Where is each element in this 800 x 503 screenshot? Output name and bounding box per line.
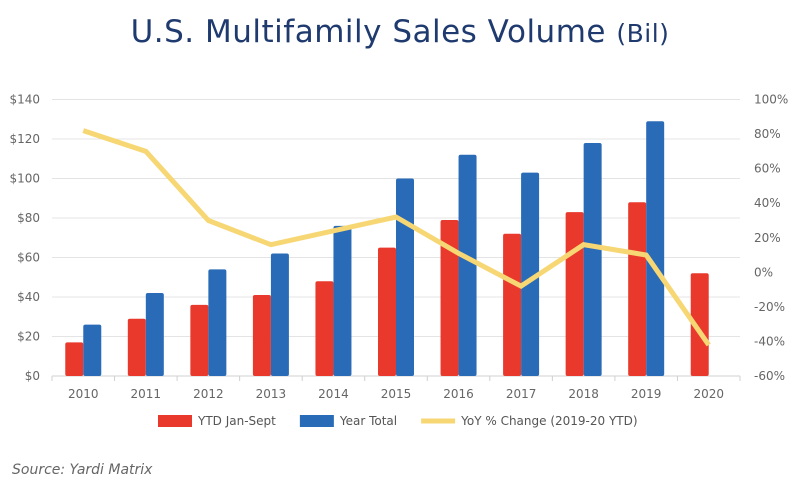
bar-year-total-2019 <box>646 121 665 376</box>
bar-ytd-2016 <box>440 219 459 376</box>
left-tick-label: $60 <box>17 251 40 265</box>
right-tick-label: 0% <box>754 265 773 279</box>
right-tick-label: 60% <box>754 162 781 176</box>
bar-year-total-2014 <box>333 225 352 376</box>
x-tick-label: 2016 <box>443 387 474 401</box>
left-tick-label: $0 <box>25 369 40 383</box>
right-tick-label: -60% <box>754 369 785 383</box>
bar-ytd-2015 <box>378 247 396 376</box>
bar-ytd-2018 <box>565 212 584 376</box>
left-tick-label: $120 <box>9 132 40 146</box>
x-tick-label: 2011 <box>131 387 162 401</box>
bar-ytd-2011 <box>127 318 146 376</box>
bar-ytd-2020 <box>690 273 709 376</box>
title-text: U.S. Multifamily Sales Volume <box>130 14 606 50</box>
left-tick-label: $20 <box>17 330 40 344</box>
left-tick-label: $100 <box>9 172 40 186</box>
bar-ytd-2019 <box>628 202 647 376</box>
title-unit: (Bil) <box>616 19 670 48</box>
x-tick-label: 2013 <box>256 387 287 401</box>
bar-year-total-2017 <box>521 172 540 376</box>
bar-year-total-2011 <box>145 293 164 376</box>
source-note: Source: Yardi Matrix <box>12 462 153 478</box>
right-tick-label: -40% <box>754 334 785 348</box>
x-tick-label: 2015 <box>381 387 412 401</box>
bar-ytd-2014 <box>315 281 334 376</box>
x-tick-label: 2017 <box>506 387 537 401</box>
bar-year-total-2016 <box>458 154 477 376</box>
bar-year-total-2010 <box>83 324 102 376</box>
bar-year-total-2013 <box>270 253 289 376</box>
left-tick-label: $80 <box>17 211 40 225</box>
x-tick-label: 2012 <box>193 387 224 401</box>
right-tick-label: 20% <box>754 231 781 245</box>
left-tick-label: $140 <box>9 93 40 107</box>
legend-label: YoY % Change (2019-20 YTD) <box>460 414 637 428</box>
bar-year-total-2015 <box>396 178 414 376</box>
right-tick-label: -20% <box>754 300 785 314</box>
x-tick-label: 2018 <box>568 387 599 401</box>
right-tick-label: 80% <box>754 127 781 141</box>
bar-ytd-2010 <box>65 342 84 376</box>
legend-swatch <box>299 415 334 427</box>
right-tick-label: 40% <box>754 196 781 210</box>
bar-ytd-2013 <box>252 295 271 376</box>
x-tick-label: 2010 <box>68 387 99 401</box>
bar-year-total-2018 <box>583 142 602 376</box>
right-tick-label: 100% <box>754 93 788 107</box>
bar-year-total-2012 <box>208 269 227 376</box>
x-tick-label: 2019 <box>631 387 662 401</box>
chart-title: U.S. Multifamily Sales Volume (Bil) <box>0 14 800 50</box>
bar-ytd-2012 <box>190 304 209 376</box>
x-tick-label: 2014 <box>318 387 349 401</box>
bar-ytd-2017 <box>503 233 522 376</box>
left-tick-label: $40 <box>17 290 40 304</box>
x-tick-label: 2020 <box>693 387 724 401</box>
legend-label: YTD Jan-Sept <box>197 414 276 428</box>
legend-swatch <box>158 415 192 427</box>
legend-label: Year Total <box>339 414 397 428</box>
